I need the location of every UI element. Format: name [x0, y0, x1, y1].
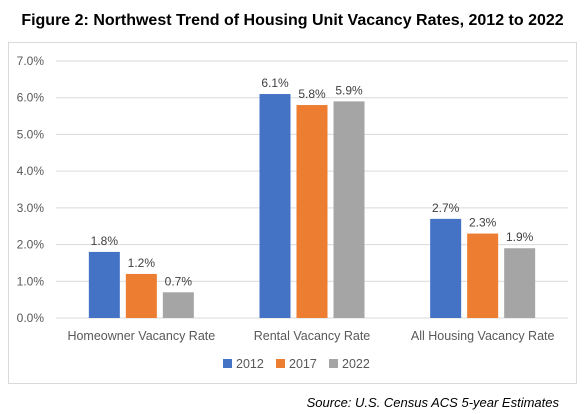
data-label: 1.9%	[506, 230, 534, 244]
data-label: 5.9%	[335, 83, 363, 97]
bar	[430, 218, 462, 318]
legend-label: 2012	[236, 357, 264, 371]
x-category-label: Homeowner Vacancy Rate	[67, 329, 215, 343]
legend-label: 2022	[342, 357, 370, 371]
bar	[162, 292, 194, 318]
bar	[333, 101, 365, 318]
y-tick-label: 3.0%	[17, 201, 45, 215]
y-tick-label: 5.0%	[17, 127, 45, 141]
bar	[467, 233, 499, 318]
data-label: 1.8%	[91, 234, 119, 248]
y-tick-label: 0.0%	[17, 311, 45, 325]
x-category-label: Rental Vacancy Rate	[254, 329, 371, 343]
y-tick-label: 2.0%	[17, 238, 45, 252]
legend-swatch	[329, 359, 338, 368]
source-note: Source: U.S. Census ACS 5-year Estimates	[306, 395, 559, 410]
legend-swatch	[276, 359, 285, 368]
bar	[259, 94, 291, 319]
data-label: 0.7%	[165, 274, 193, 288]
chart-frame	[8, 42, 577, 384]
chart-title: Figure 2: Northwest Trend of Housing Uni…	[21, 12, 564, 29]
bar	[504, 248, 536, 318]
x-category-label: All Housing Vacancy Rate	[411, 329, 555, 343]
legend-swatch	[223, 359, 232, 368]
data-label: 5.8%	[298, 87, 326, 101]
bar	[88, 251, 120, 318]
y-tick-label: 1.0%	[17, 274, 45, 288]
data-label: 1.2%	[128, 256, 156, 270]
bar	[125, 273, 157, 318]
y-tick-label: 6.0%	[17, 91, 45, 105]
data-label: 6.1%	[261, 76, 289, 90]
y-tick-label: 4.0%	[17, 164, 45, 178]
data-label: 2.7%	[432, 201, 460, 215]
y-tick-label: 7.0%	[17, 54, 45, 68]
data-label: 2.3%	[469, 216, 497, 230]
legend-label: 2017	[289, 357, 317, 371]
bar	[296, 105, 328, 318]
